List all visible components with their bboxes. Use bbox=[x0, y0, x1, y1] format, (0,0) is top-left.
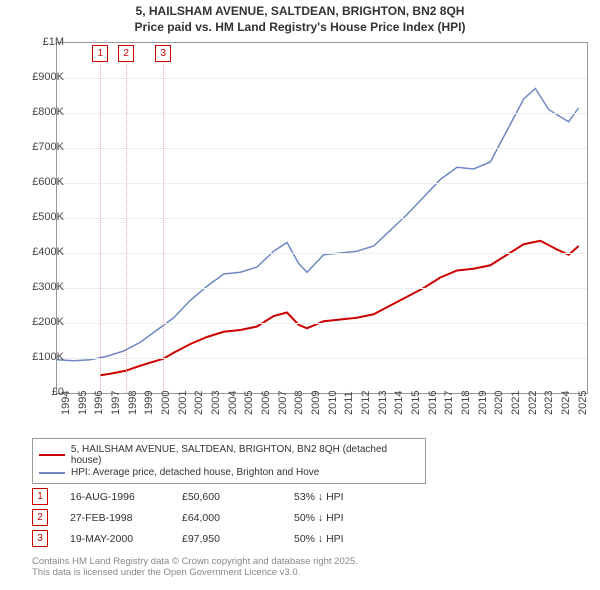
event-date: 19-MAY-2000 bbox=[70, 533, 160, 545]
x-axis-label: 2025 bbox=[577, 391, 589, 415]
event-date: 16-AUG-1996 bbox=[70, 491, 160, 503]
gridline bbox=[57, 253, 587, 254]
footer-line-2: This data is licensed under the Open Gov… bbox=[32, 567, 358, 578]
legend: 5, HAILSHAM AVENUE, SALTDEAN, BRIGHTON, … bbox=[32, 438, 426, 484]
marker-line bbox=[126, 61, 127, 393]
x-axis-label: 2007 bbox=[277, 391, 289, 415]
legend-swatch bbox=[39, 472, 65, 474]
y-axis-label: £400K bbox=[14, 246, 64, 258]
event-pct: 53% ↓ HPI bbox=[294, 491, 384, 503]
footer-line-1: Contains HM Land Registry data © Crown c… bbox=[32, 556, 358, 567]
legend-swatch bbox=[39, 454, 65, 456]
x-axis-label: 2018 bbox=[460, 391, 472, 415]
event-price: £97,950 bbox=[182, 533, 272, 545]
x-axis-label: 1995 bbox=[77, 391, 89, 415]
gridline bbox=[57, 113, 587, 114]
y-axis-label: £1M bbox=[14, 36, 64, 48]
y-axis-label: £800K bbox=[14, 106, 64, 118]
gridline bbox=[57, 218, 587, 219]
x-axis-label: 2006 bbox=[260, 391, 272, 415]
event-marker: 2 bbox=[32, 509, 48, 526]
x-axis-label: 1997 bbox=[110, 391, 122, 415]
x-axis-label: 2016 bbox=[427, 391, 439, 415]
event-table: 1 16-AUG-1996 £50,600 53% ↓ HPI 2 27-FEB-1998… bbox=[32, 484, 384, 551]
x-axis-label: 2023 bbox=[543, 391, 555, 415]
event-row: 1 16-AUG-1996 £50,600 53% ↓ HPI bbox=[32, 488, 384, 505]
gridline bbox=[57, 288, 587, 289]
event-date: 27-FEB-1998 bbox=[70, 512, 160, 524]
marker-badge: 1 bbox=[92, 45, 108, 62]
x-axis-label: 1998 bbox=[127, 391, 139, 415]
x-axis-label: 2020 bbox=[493, 391, 505, 415]
title-line-1: 5, HAILSHAM AVENUE, SALTDEAN, BRIGHTON, … bbox=[0, 4, 600, 20]
plot-area: 1994199519961997199819992000200120022003… bbox=[56, 42, 588, 394]
legend-item: HPI: Average price, detached house, Brig… bbox=[39, 467, 419, 478]
x-axis-label: 2001 bbox=[177, 391, 189, 415]
y-axis-label: £600K bbox=[14, 176, 64, 188]
x-axis-label: 2022 bbox=[527, 391, 539, 415]
x-axis-label: 2017 bbox=[443, 391, 455, 415]
event-price: £64,000 bbox=[182, 512, 272, 524]
gridline bbox=[57, 183, 587, 184]
x-axis-label: 2015 bbox=[410, 391, 422, 415]
chart-container: 5, HAILSHAM AVENUE, SALTDEAN, BRIGHTON, … bbox=[0, 0, 600, 590]
x-axis-label: 2024 bbox=[560, 391, 572, 415]
x-axis-label: 2000 bbox=[160, 391, 172, 415]
x-axis-label: 2021 bbox=[510, 391, 522, 415]
event-row: 3 19-MAY-2000 £97,950 50% ↓ HPI bbox=[32, 530, 384, 547]
gridline bbox=[57, 323, 587, 324]
x-axis-label: 1996 bbox=[93, 391, 105, 415]
event-price: £50,600 bbox=[182, 491, 272, 503]
marker-line bbox=[163, 61, 164, 393]
legend-label: 5, HAILSHAM AVENUE, SALTDEAN, BRIGHTON, … bbox=[71, 444, 419, 466]
y-axis-label: £500K bbox=[14, 211, 64, 223]
gridline bbox=[57, 358, 587, 359]
series-hpi bbox=[57, 89, 579, 361]
y-axis-label: £700K bbox=[14, 141, 64, 153]
y-axis-label: £900K bbox=[14, 71, 64, 83]
y-axis-label: £200K bbox=[14, 316, 64, 328]
x-axis-label: 2005 bbox=[243, 391, 255, 415]
gridline bbox=[57, 78, 587, 79]
x-axis-label: 2013 bbox=[377, 391, 389, 415]
x-axis-label: 2011 bbox=[343, 391, 355, 415]
x-axis-label: 2008 bbox=[293, 391, 305, 415]
y-axis-label: £300K bbox=[14, 281, 64, 293]
chart-title: 5, HAILSHAM AVENUE, SALTDEAN, BRIGHTON, … bbox=[0, 0, 600, 35]
marker-badge: 3 bbox=[155, 45, 171, 62]
footer-attribution: Contains HM Land Registry data © Crown c… bbox=[32, 556, 358, 579]
series-price_paid bbox=[100, 241, 578, 376]
x-axis-label: 2012 bbox=[360, 391, 372, 415]
x-axis-label: 2019 bbox=[477, 391, 489, 415]
marker-line bbox=[100, 61, 101, 393]
x-axis-label: 1999 bbox=[143, 391, 155, 415]
gridline bbox=[57, 148, 587, 149]
y-axis-label: £100K bbox=[14, 351, 64, 363]
y-axis-label: £0 bbox=[14, 386, 64, 398]
x-axis-label: 2014 bbox=[393, 391, 405, 415]
event-pct: 50% ↓ HPI bbox=[294, 533, 384, 545]
event-marker: 1 bbox=[32, 488, 48, 505]
x-axis-label: 2004 bbox=[227, 391, 239, 415]
title-line-2: Price paid vs. HM Land Registry's House … bbox=[0, 20, 600, 36]
x-axis-label: 2003 bbox=[210, 391, 222, 415]
event-pct: 50% ↓ HPI bbox=[294, 512, 384, 524]
legend-item: 5, HAILSHAM AVENUE, SALTDEAN, BRIGHTON, … bbox=[39, 444, 419, 466]
legend-label: HPI: Average price, detached house, Brig… bbox=[71, 467, 319, 478]
marker-badge: 2 bbox=[118, 45, 134, 62]
event-row: 2 27-FEB-1998 £64,000 50% ↓ HPI bbox=[32, 509, 384, 526]
event-marker: 3 bbox=[32, 530, 48, 547]
x-axis-label: 2010 bbox=[327, 391, 339, 415]
x-axis-label: 2002 bbox=[193, 391, 205, 415]
x-axis-label: 2009 bbox=[310, 391, 322, 415]
